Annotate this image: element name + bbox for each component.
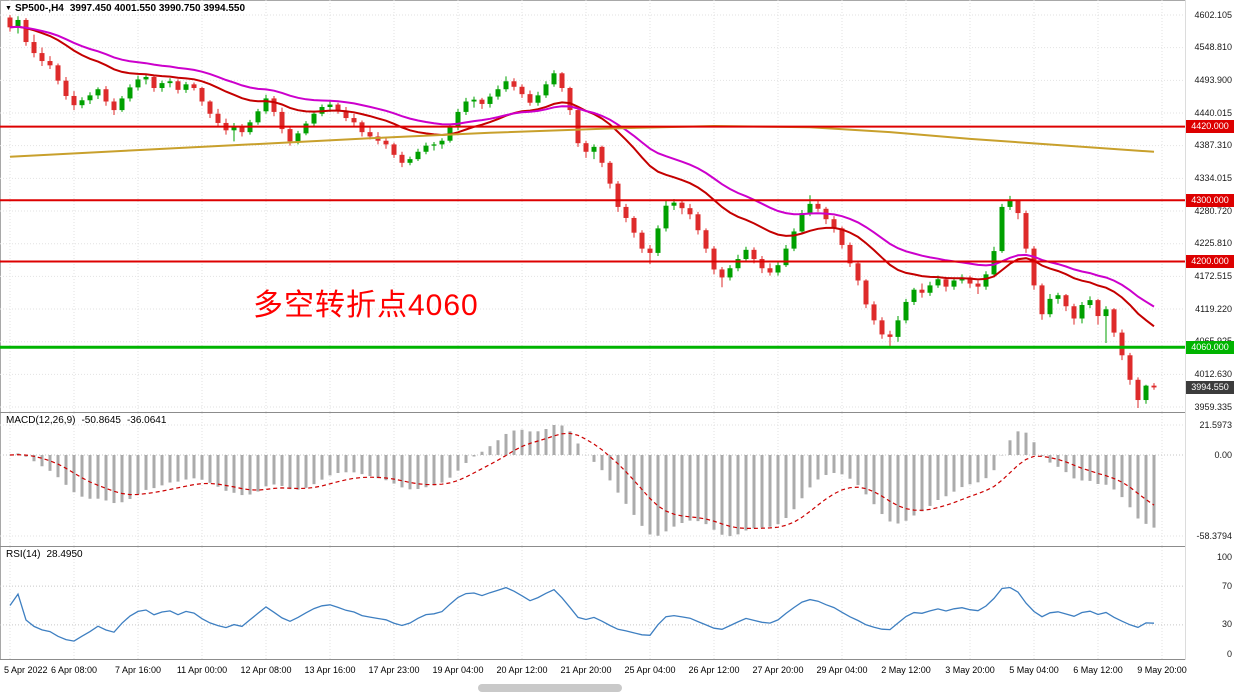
price-axis-label: 4225.810 xyxy=(1194,238,1232,249)
time-axis-label: 27 Apr 20:00 xyxy=(752,665,804,675)
price-axis: 4602.105 4548.810 4493.900 4440.015 4387.310… xyxy=(1185,0,1234,660)
symbol-period-label: SP500-,H4 xyxy=(14,3,64,14)
chart-title: ▼ SP500-,H4 3997.450 4001.550 3990.750 399… xyxy=(5,3,245,14)
rsi-panel: RSI(14) 28.4950 xyxy=(0,547,1186,659)
rsi-name: RSI(14) xyxy=(6,549,41,560)
main-chart-canvas[interactable] xyxy=(0,0,1186,412)
scrollbar-thumb[interactable] xyxy=(478,684,622,692)
price-line-badge-4300.000[interactable]: 4300.000 xyxy=(1186,193,1234,207)
time-axis-label: 17 Apr 23:00 xyxy=(368,665,420,675)
time-axis-label: 13 Apr 16:00 xyxy=(304,665,356,675)
time-axis-label: 12 Apr 08:00 xyxy=(240,665,292,675)
time-axis-label: 25 Apr 04:00 xyxy=(624,665,676,675)
ohlc-values: 3997.450 4001.550 3990.750 3994.550 xyxy=(69,3,246,14)
price-axis-label: 4012.630 xyxy=(1194,368,1232,379)
rsi-axis-label: 70 xyxy=(1221,580,1232,591)
time-axis-label: 2 May 12:00 xyxy=(881,665,931,675)
rsi-canvas[interactable] xyxy=(0,547,1186,659)
price-axis-label: 4334.015 xyxy=(1194,172,1232,183)
main-chart-panel: ▼ SP500-,H4 3997.450 4001.550 3990.750 399… xyxy=(0,0,1186,412)
time-axis-label: 11 Apr 00:00 xyxy=(176,665,228,675)
time-axis-label: 5 May 04:00 xyxy=(1009,665,1059,675)
time-axis-label: 26 Apr 12:00 xyxy=(688,665,740,675)
panel-separator[interactable] xyxy=(0,659,1234,660)
price-axis-label: 4493.900 xyxy=(1194,74,1232,85)
macd-axis-label: -58.3794 xyxy=(1196,530,1232,541)
time-axis-label: 20 Apr 12:00 xyxy=(496,665,548,675)
macd-main-value: -50.8645 xyxy=(81,415,121,426)
time-axis: 5 Apr 2022 6 Apr 08:00 7 Apr 16:00 11 Apr 0… xyxy=(0,660,1234,694)
time-axis-label: 19 Apr 04:00 xyxy=(432,665,484,675)
price-axis-label: 4280.720 xyxy=(1194,205,1232,216)
time-axis-label: 29 Apr 04:00 xyxy=(816,665,868,675)
rsi-axis-label: 0 xyxy=(1226,648,1232,659)
price-line-badge-4420.000[interactable]: 4420.000 xyxy=(1186,120,1234,134)
macd-name: MACD(12,26,9) xyxy=(6,415,76,426)
price-line-badge-4060.000[interactable]: 4060.000 xyxy=(1186,340,1234,354)
price-axis-label: 4387.310 xyxy=(1194,140,1232,151)
price-axis-label: 4440.015 xyxy=(1194,107,1232,118)
price-axis-label: 4119.220 xyxy=(1195,303,1232,314)
price-axis-label: 4602.105 xyxy=(1194,9,1232,20)
macd-signal-value: -36.0641 xyxy=(126,415,167,426)
rsi-value: 28.4950 xyxy=(46,549,83,560)
panel-separator[interactable] xyxy=(0,546,1234,547)
macd-panel: MACD(12,26,9) -50.8645 -36.0641 xyxy=(0,413,1186,546)
time-axis-label: 6 May 12:00 xyxy=(1073,665,1123,675)
price-line-badge-4200.000[interactable]: 4200.000 xyxy=(1186,254,1234,268)
macd-axis-label: 21.5973 xyxy=(1199,419,1232,430)
time-axis-label: 5 Apr 2022 xyxy=(4,665,48,675)
annotation-text[interactable]: 多空转折点4060 xyxy=(253,289,479,322)
current-price-badge: 3994.550 xyxy=(1186,380,1234,394)
time-axis-label: 21 Apr 20:00 xyxy=(560,665,612,675)
time-axis-label: 7 Apr 16:00 xyxy=(114,665,162,675)
macd-axis-label: 0.00 xyxy=(1214,449,1232,460)
time-axis-label: 9 May 20:00 xyxy=(1137,665,1187,675)
collapse-triangle-icon[interactable]: ▼ xyxy=(5,5,12,12)
rsi-axis-label: 100 xyxy=(1216,551,1232,562)
time-axis-label: 3 May 20:00 xyxy=(945,665,995,675)
rsi-label: RSI(14) 28.4950 xyxy=(6,549,89,560)
price-axis-label: 4172.515 xyxy=(1194,270,1232,281)
rsi-axis-label: 30 xyxy=(1221,619,1232,630)
macd-canvas[interactable] xyxy=(0,413,1186,546)
macd-label: MACD(12,26,9) -50.8645 -36.0641 xyxy=(6,415,172,426)
time-axis-label: 6 Apr 08:00 xyxy=(50,665,98,675)
price-axis-label: 4548.810 xyxy=(1194,42,1232,53)
price-axis-label: 3959.335 xyxy=(1194,401,1232,412)
panel-separator[interactable] xyxy=(0,412,1234,413)
